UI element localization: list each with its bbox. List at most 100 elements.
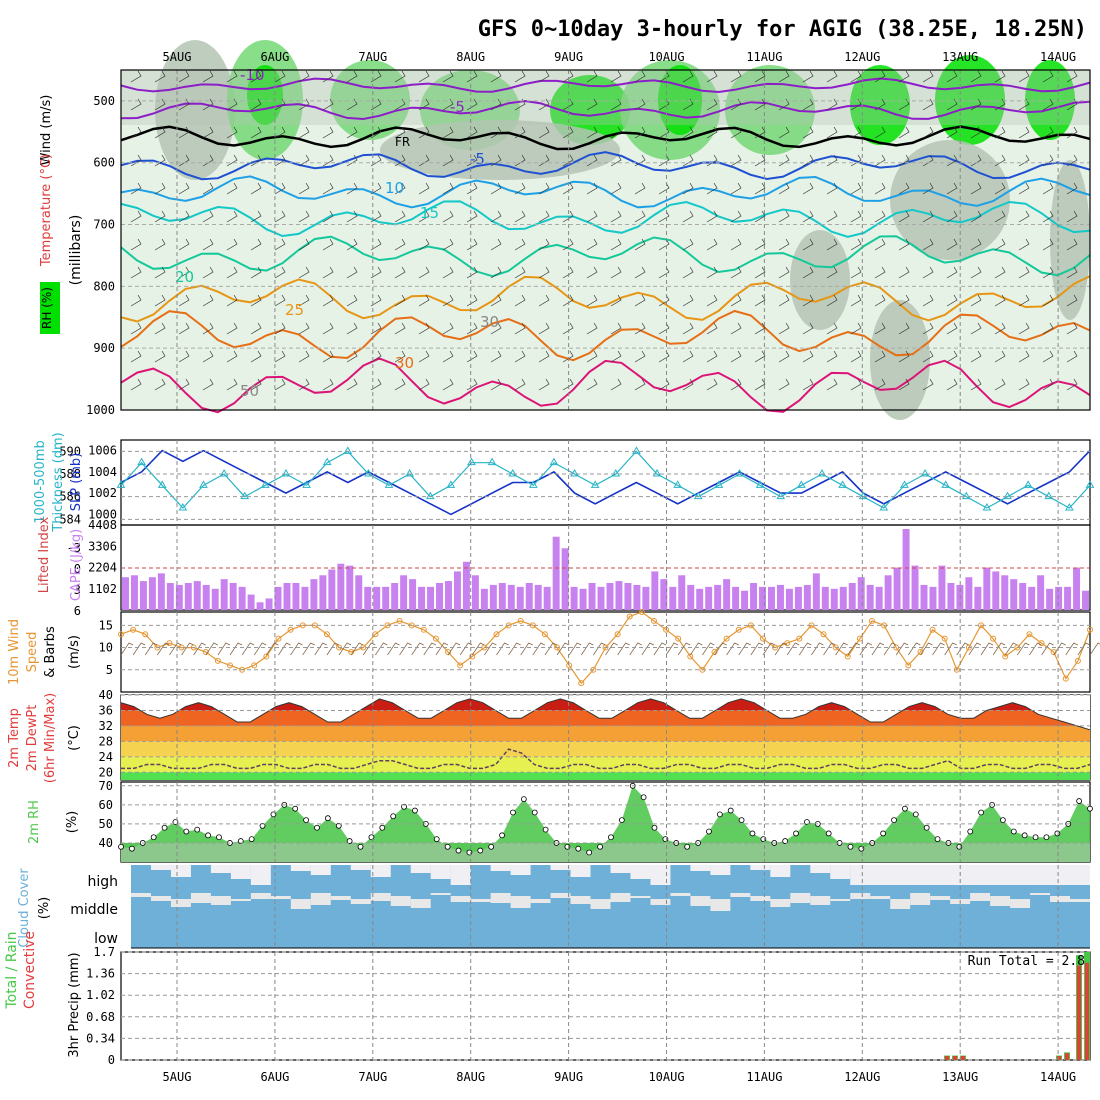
wind-barb: [826, 126, 838, 139]
cape-bar: [400, 575, 408, 610]
cape-bar: [606, 583, 614, 610]
wind-barb: [634, 154, 646, 167]
cloud-middle-gap: [650, 899, 671, 905]
rh-base-fill: [121, 842, 1090, 862]
wind-barb: [754, 98, 766, 111]
cloud-middle-gap: [930, 896, 951, 900]
rh-point: [1054, 830, 1061, 837]
wind-barb: [538, 126, 550, 139]
wind-barb: [322, 182, 334, 195]
wind-speed-point: [287, 626, 294, 633]
wind-barb: [1066, 322, 1078, 335]
wind-barb: [418, 126, 430, 139]
wind-speed-point: [1038, 640, 1045, 647]
wind-barb: [850, 126, 862, 139]
wind-barb-10m: [665, 642, 679, 656]
wind-barb: [322, 350, 334, 363]
wind-barb: [826, 378, 838, 391]
wind-barb: [874, 182, 886, 195]
cloud-middle-gap: [430, 893, 451, 895]
li-tick: -3: [67, 541, 81, 555]
legend-wind: Wind (m/s): [39, 95, 54, 166]
wind-barb-10m: [1004, 642, 1018, 656]
wind-barb: [394, 378, 406, 391]
cape-bar: [588, 583, 596, 610]
rh-point: [618, 817, 625, 823]
cape-bar: [947, 583, 955, 610]
cape-bar: [893, 567, 901, 610]
wind-barb-10m: [314, 642, 327, 656]
thickness-point: [755, 480, 765, 488]
wind-barb: [178, 378, 190, 391]
wind-barb-10m: [677, 642, 691, 656]
wind-barb: [130, 182, 142, 195]
wind-barb: [490, 182, 502, 195]
wind-barb: [538, 182, 550, 195]
wind-barb: [706, 238, 718, 251]
thickness-point: [1023, 480, 1033, 488]
wind-barb: [130, 210, 142, 223]
cloud-middle-gap: [230, 899, 251, 901]
cloud-high-gap: [150, 865, 171, 870]
wind-barb: [1042, 266, 1054, 279]
wind-barb: [490, 210, 502, 223]
cloud-high-gap: [430, 865, 451, 879]
wind-barb-10m: [157, 642, 170, 656]
rh-blob: [155, 40, 235, 180]
wind-barb: [850, 70, 862, 83]
cloud-middle-gap: [990, 896, 1011, 906]
wind-barb-10m: [508, 642, 521, 656]
wind-barb: [730, 154, 742, 167]
wind-barb-10m: [968, 642, 982, 656]
rh-point: [128, 845, 135, 852]
panels-layer: -10-5FR-51015202530503050060070080090010…: [4, 40, 1100, 1067]
cape-bar: [732, 586, 740, 610]
thickness-point: [487, 457, 497, 466]
date-label-bottom: 13AUG: [942, 1070, 978, 1084]
wind-barb: [970, 266, 982, 279]
wind-barb: [826, 294, 838, 307]
wind-speed-point: [214, 657, 221, 664]
precip-panel-frame: [120, 951, 1091, 1061]
wind-speed-point: [239, 666, 246, 673]
rh-point: [727, 807, 734, 814]
date-label-top: 10AUG: [648, 50, 684, 64]
wind-barb: [778, 266, 790, 279]
wind-barb: [394, 322, 406, 335]
wind-barb: [586, 70, 598, 83]
thickness-point: [611, 469, 621, 477]
cloud-middle-gap: [670, 893, 691, 896]
cape-bar: [741, 590, 749, 610]
thickness-series-line: [120, 450, 1091, 509]
wind-barb: [922, 126, 934, 139]
thickness-label-b: 1000-500mb: [33, 440, 48, 524]
wind-barb: [706, 294, 718, 307]
wind-barb: [178, 350, 190, 363]
cloud-middle-gap: [510, 896, 531, 908]
wind-barb: [586, 294, 598, 307]
wind-barb-10m: [641, 642, 654, 656]
wind-barb: [610, 266, 622, 279]
wind-barb: [994, 322, 1006, 335]
wind-barb: [418, 294, 430, 307]
cloud-high-gap: [310, 865, 331, 875]
cloud-middle-gap: [1070, 899, 1090, 902]
wind-barb: [898, 378, 910, 391]
rh-point: [956, 843, 963, 850]
upper-panel-frame: [120, 69, 1091, 411]
wind-barb: [562, 322, 574, 335]
wind-barb: [154, 126, 166, 139]
rh-point: [597, 843, 603, 850]
wind-barb: [730, 266, 742, 279]
wind-barb: [226, 238, 238, 251]
cape-bar: [750, 583, 758, 610]
thickness-point: [570, 469, 579, 477]
wind-barb: [1066, 70, 1078, 83]
cape-bar: [274, 586, 282, 610]
cape-bar: [911, 565, 919, 610]
wind-barb: [1018, 350, 1030, 363]
rh-blob: [380, 120, 620, 180]
rh-point: [902, 805, 908, 812]
thickness-point: [693, 491, 703, 500]
wind-barb-10m: [435, 642, 449, 656]
